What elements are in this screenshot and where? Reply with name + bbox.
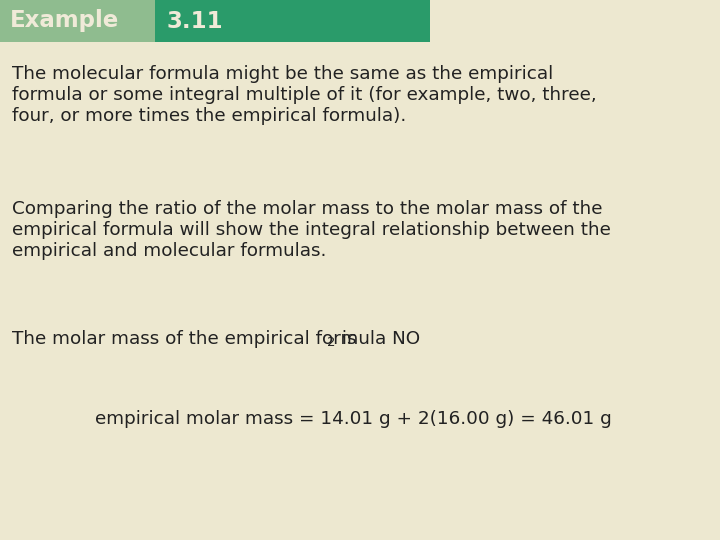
Text: 2: 2 bbox=[327, 336, 336, 349]
Text: empirical molar mass = 14.01 g + 2(16.00 g) = 46.01 g: empirical molar mass = 14.01 g + 2(16.00… bbox=[95, 410, 612, 428]
Text: is: is bbox=[336, 330, 356, 348]
Text: empirical and molecular formulas.: empirical and molecular formulas. bbox=[12, 242, 326, 260]
Text: formula or some integral multiple of it (for example, two, three,: formula or some integral multiple of it … bbox=[12, 86, 597, 104]
Text: Comparing the ratio of the molar mass to the molar mass of the: Comparing the ratio of the molar mass to… bbox=[12, 200, 603, 218]
Bar bbox=[155, 0, 430, 42]
Text: empirical formula will show the integral relationship between the: empirical formula will show the integral… bbox=[12, 221, 611, 239]
Text: The molar mass of the empirical formula NO: The molar mass of the empirical formula … bbox=[12, 330, 420, 348]
Bar bbox=[0, 0, 155, 42]
Text: four, or more times the empirical formula).: four, or more times the empirical formul… bbox=[12, 107, 406, 125]
Text: 3.11: 3.11 bbox=[167, 10, 224, 32]
Text: Example: Example bbox=[10, 10, 120, 32]
Text: The molecular formula might be the same as the empirical: The molecular formula might be the same … bbox=[12, 65, 553, 83]
